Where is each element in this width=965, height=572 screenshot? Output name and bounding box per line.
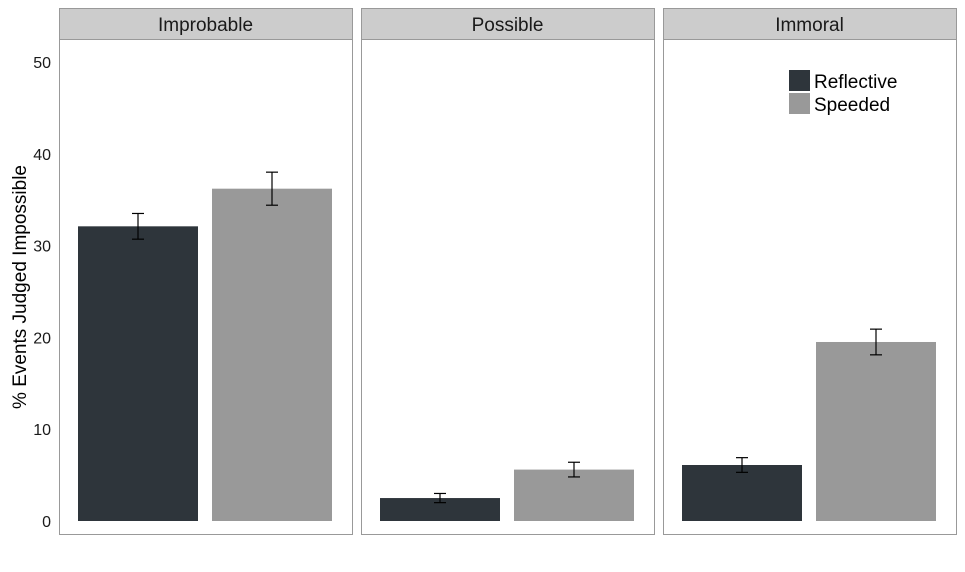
legend-label: Reflective <box>814 72 897 93</box>
error-bar <box>736 457 748 473</box>
y-axis-label-group: % Events Judged Impossible <box>10 165 31 409</box>
bar <box>816 341 936 521</box>
error-bar <box>568 461 580 478</box>
legend-item: Speeded <box>789 93 890 116</box>
facet-panels: Improbable Possible Immoral <box>59 8 957 535</box>
legend-label: Speeded <box>814 95 890 116</box>
legend-key <box>789 70 810 91</box>
y-tick-label: 40 <box>33 147 51 164</box>
facet-panel: Immoral <box>663 8 957 535</box>
y-tick-label: 10 <box>33 422 51 439</box>
error-bar <box>870 328 882 356</box>
y-tick-label: 0 <box>42 514 51 531</box>
facet-strip-label: Improbable <box>158 15 253 36</box>
facet-strip <box>361 8 655 40</box>
y-axis-ticks: 0 10 20 30 40 50 <box>33 55 51 531</box>
panel-border <box>361 39 655 535</box>
facet-panel: Possible <box>361 8 655 535</box>
legend-item: Reflective <box>789 70 897 93</box>
facet-panel: Improbable <box>59 8 353 535</box>
error-bar <box>132 212 144 240</box>
facet-strip-label: Immoral <box>775 15 844 36</box>
facet-strip-label: Possible <box>472 15 544 36</box>
bar <box>682 465 802 521</box>
bar <box>212 188 332 521</box>
y-tick-label: 50 <box>33 55 51 72</box>
y-axis-label: % Events Judged Impossible <box>10 165 31 409</box>
y-tick-label: 30 <box>33 239 51 256</box>
bar <box>514 469 634 521</box>
facet-strip <box>663 8 957 40</box>
y-tick-label: 20 <box>33 330 51 347</box>
bar <box>380 498 500 521</box>
legend-key <box>789 93 810 114</box>
error-bar <box>434 492 446 504</box>
facet-strip <box>59 8 353 40</box>
error-bar <box>266 171 278 206</box>
bar <box>78 226 198 521</box>
